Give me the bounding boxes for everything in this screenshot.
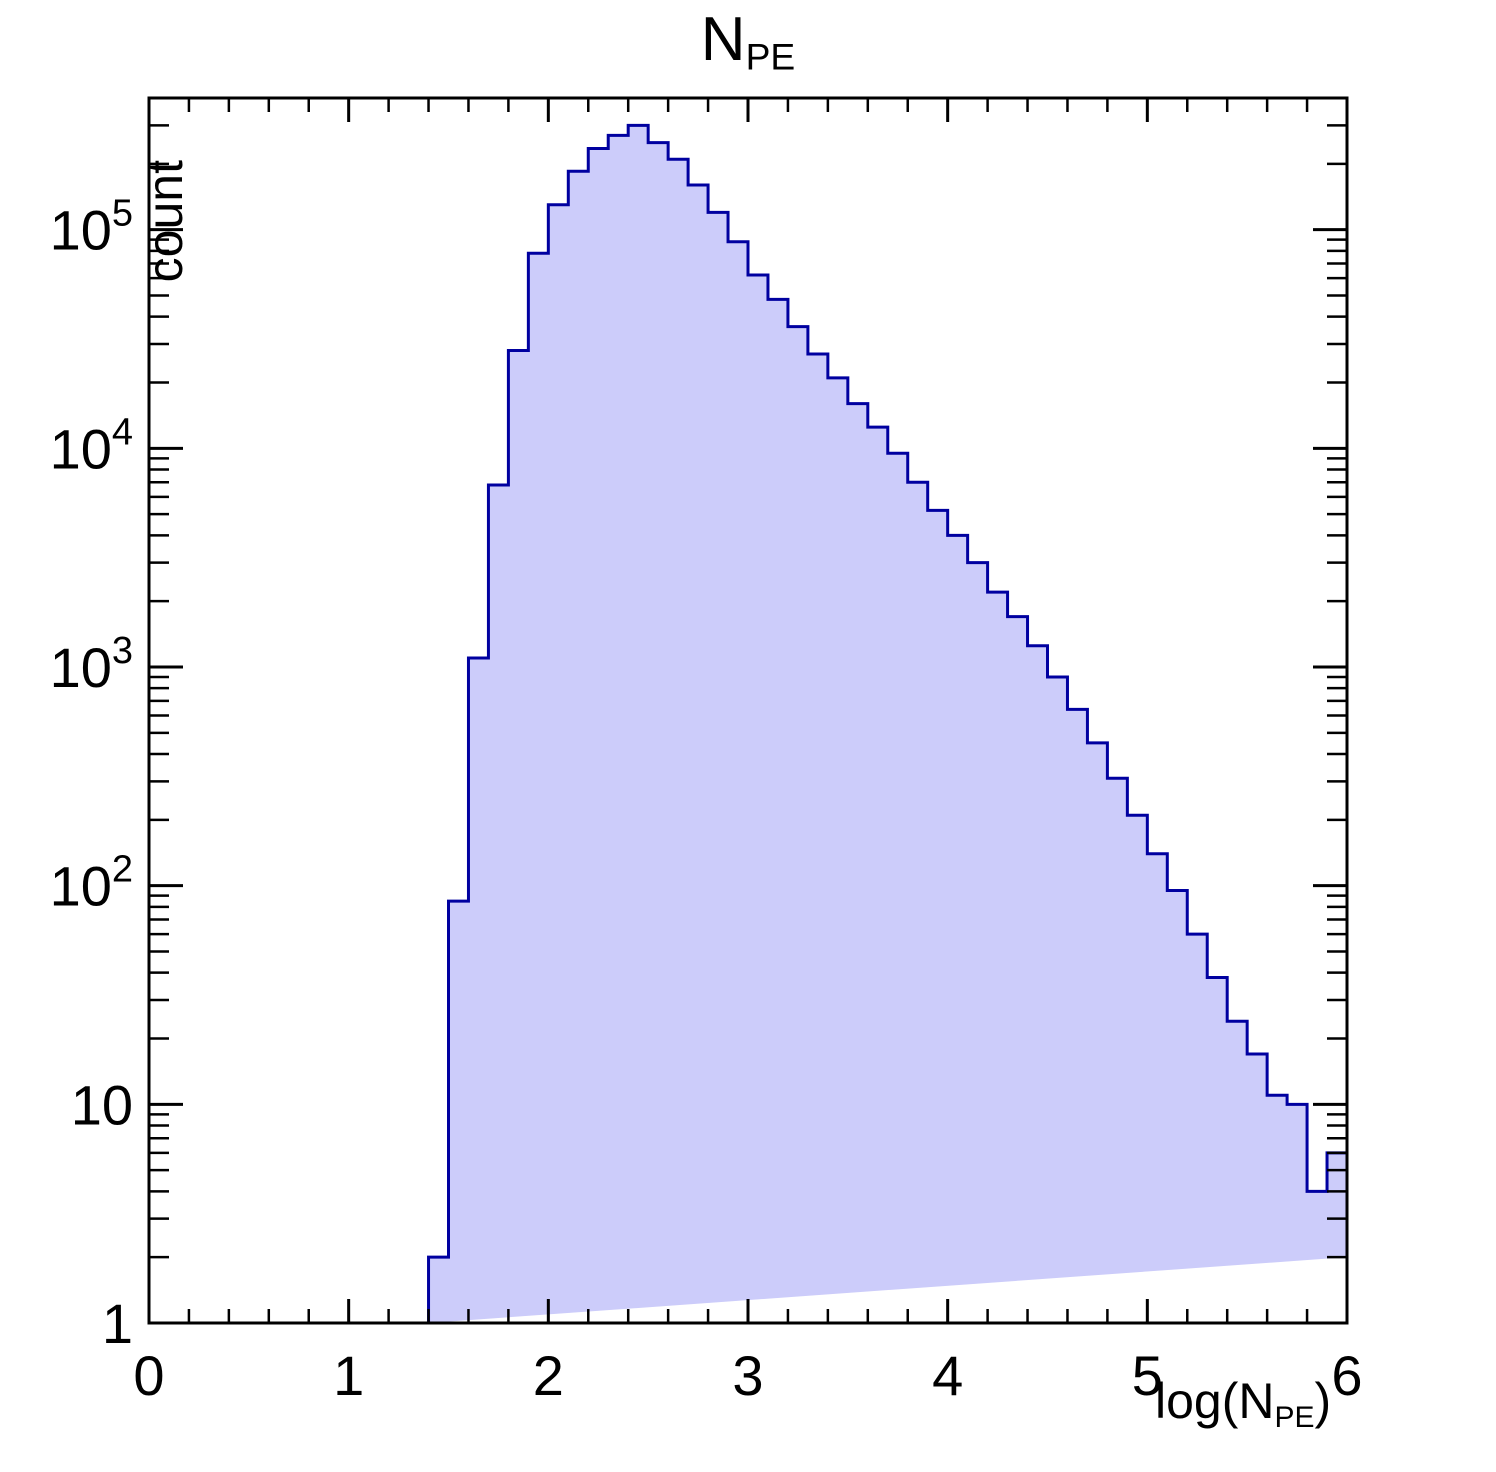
x-tick-label: 2: [533, 1344, 564, 1407]
y-tick-label: 1: [102, 1292, 133, 1355]
title-main: N: [700, 5, 746, 74]
y-tick-label: 102: [50, 849, 133, 918]
x-tick-label: 3: [732, 1344, 763, 1407]
axis-ticks: [147, 96, 1349, 1325]
x-tick-label: 0: [133, 1344, 164, 1407]
histogram-series: [427, 123, 1349, 1323]
plot-frame: [147, 96, 1349, 1325]
y-tick-label: 104: [50, 411, 133, 480]
x-title-main: log(N: [1155, 1373, 1275, 1429]
x-title-tail: ): [1314, 1373, 1332, 1429]
x-title-subscript: PE: [1274, 1401, 1315, 1434]
x-tick-label: 1: [333, 1344, 364, 1407]
histogram-path: [427, 123, 1349, 1323]
y-tick-label: 10: [71, 1073, 133, 1136]
x-tick-label: 4: [932, 1344, 963, 1407]
x-axis-title: log(NPE): [1155, 1373, 1331, 1446]
x-tick-label: 5: [1132, 1344, 1163, 1407]
page-title: NPE: [0, 4, 1496, 92]
y-tick-label: 105: [50, 193, 133, 262]
title-subscript: PE: [745, 35, 796, 78]
y-tick-label: 103: [50, 630, 133, 699]
x-tick-label: 6: [1331, 1344, 1362, 1407]
